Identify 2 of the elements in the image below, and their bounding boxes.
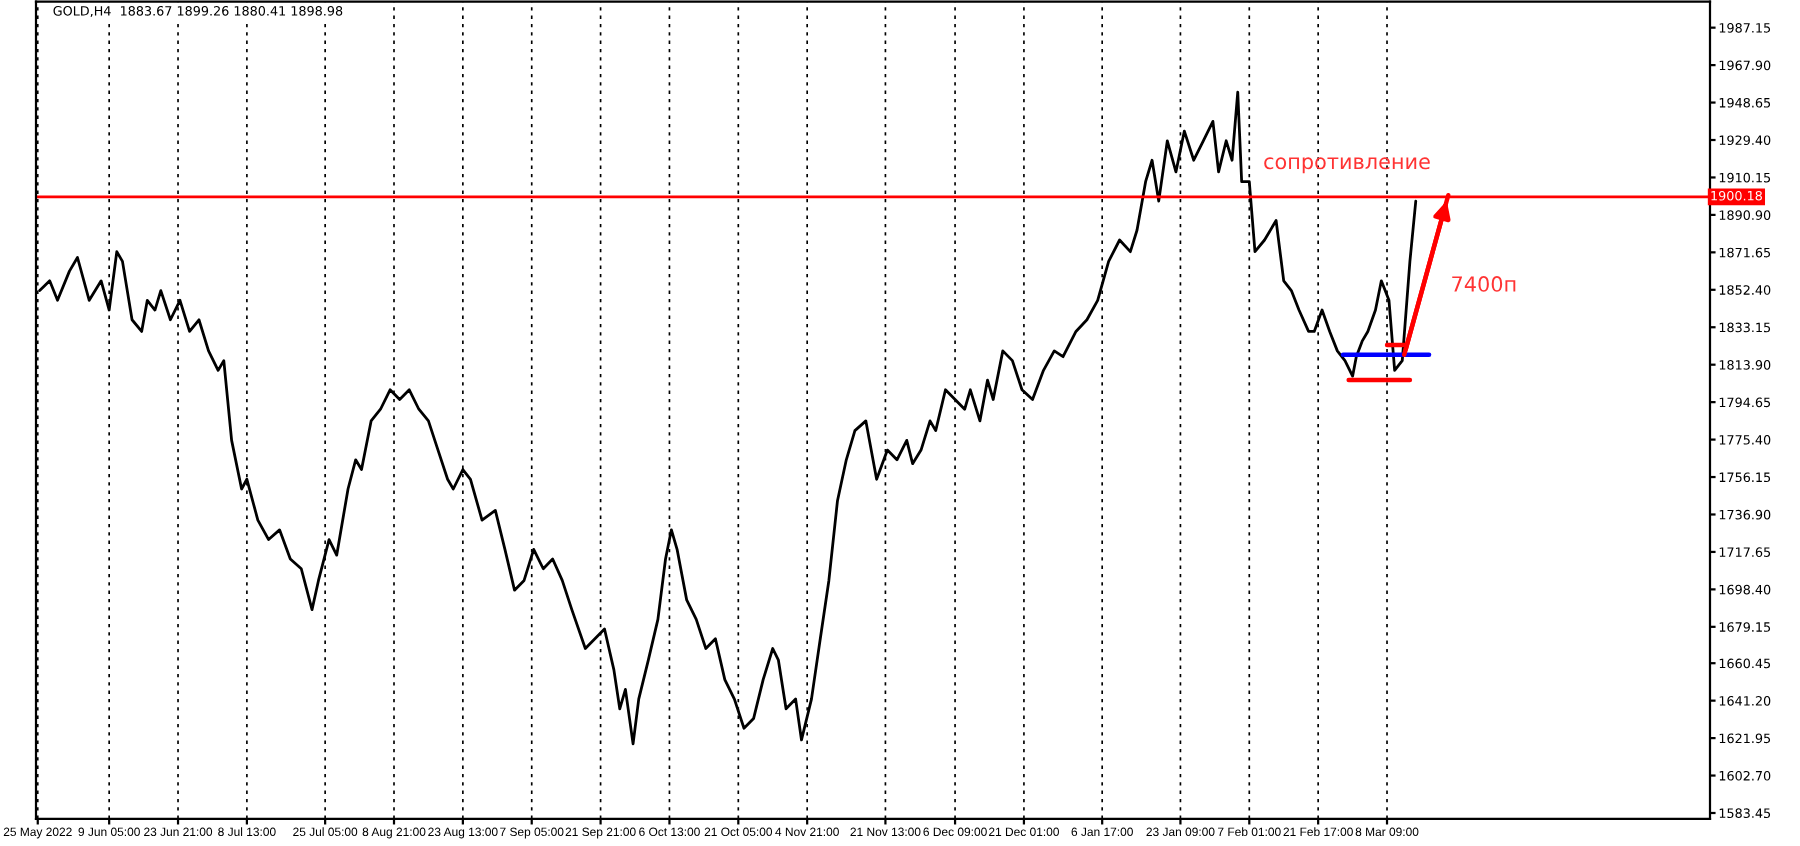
- annotation: 7400п: [1452, 276, 1516, 292]
- annotation: сопротивление: [1264, 157, 1430, 174]
